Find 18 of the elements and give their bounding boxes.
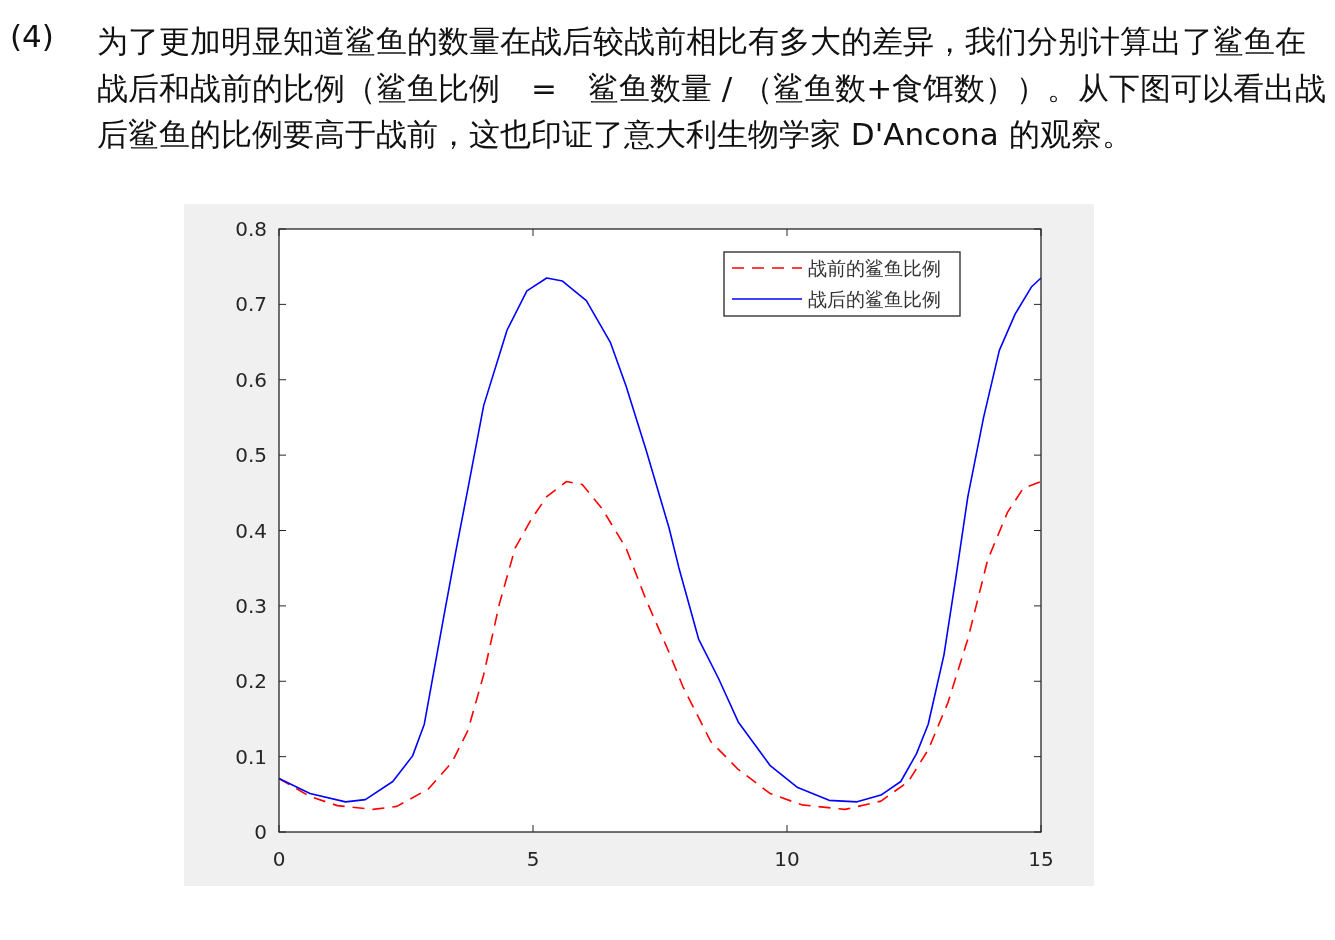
x-tick-label: 0	[272, 847, 286, 871]
legend-label: 战后的鲨鱼比例	[808, 288, 941, 310]
line-series	[278, 277, 1042, 803]
y-tick-label: 0.8	[235, 217, 267, 241]
chart-subtitle: 为了更加明显知道鲨鱼的数量在战后较战前相比有多大的差异，我们分别计算出了鲨鱼在战后和战前的比例（鲨鱼比例 = 鲨鱼数量 / （鲨鱼数+食饵数））。从下图可以看出战后鲨鱼的比例要高于战前，这也印证了意大利生物学家 D'Ancona 的观察。	[97, 22, 1327, 154]
legend-label: 战前的鲨鱼比例	[808, 257, 941, 279]
y-tick-label: 0.7	[235, 292, 267, 317]
y-tick-label: 0.6	[235, 367, 267, 392]
y-tick-label: 0.1	[235, 744, 267, 769]
y-tick-label: 0.5	[235, 443, 267, 468]
y-tick-label: 0	[254, 820, 267, 844]
x-tick-label: 5	[526, 847, 540, 871]
y-tick-label: 0.2	[235, 669, 267, 694]
x-tick-label: 10	[774, 847, 800, 871]
y-tick-label: 0.3	[235, 593, 267, 618]
y-tick-label: 0.4	[235, 518, 267, 543]
chart-title: (4)	[10, 18, 54, 54]
x-tick-label: 15	[1028, 847, 1054, 871]
